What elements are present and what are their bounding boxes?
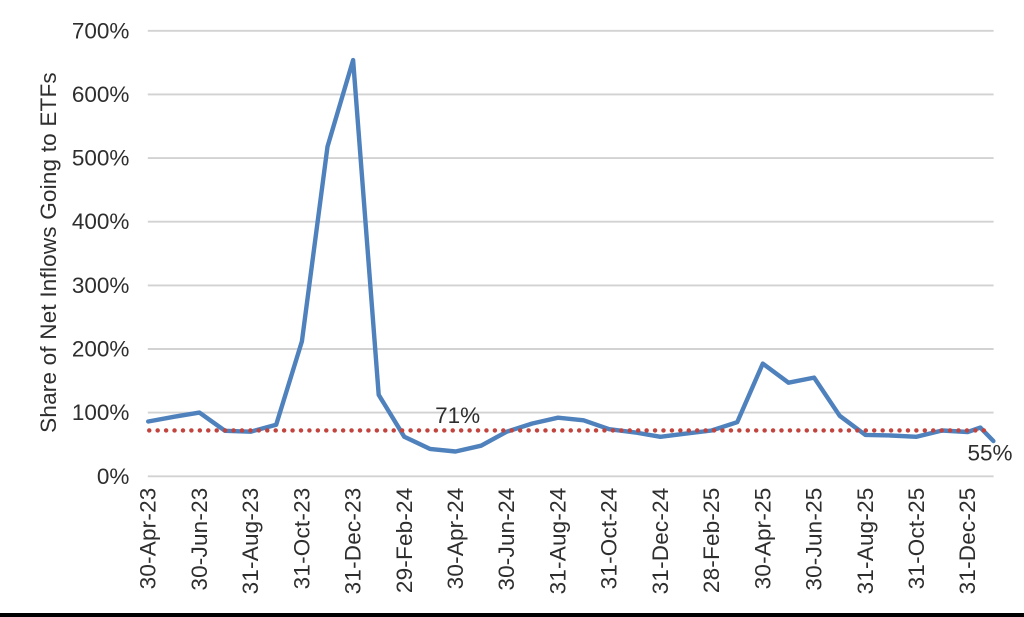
svg-text:30-Apr-23: 30-Apr-23 bbox=[136, 488, 161, 590]
svg-text:31-Oct-24: 31-Oct-24 bbox=[597, 488, 622, 590]
svg-text:28-Feb-25: 28-Feb-25 bbox=[699, 488, 724, 594]
svg-text:0%: 0% bbox=[97, 464, 130, 489]
svg-text:600%: 600% bbox=[72, 82, 130, 107]
svg-text:30-Apr-24: 30-Apr-24 bbox=[443, 488, 468, 590]
svg-text:31-Dec-23: 31-Dec-23 bbox=[341, 488, 366, 595]
svg-text:30-Jun-24: 30-Jun-24 bbox=[494, 488, 519, 591]
svg-text:700%: 700% bbox=[72, 18, 130, 43]
svg-text:31-Dec-25: 31-Dec-25 bbox=[955, 488, 980, 595]
svg-text:31-Aug-25: 31-Aug-25 bbox=[853, 488, 878, 595]
svg-text:71%: 71% bbox=[435, 403, 480, 428]
svg-text:31-Dec-24: 31-Dec-24 bbox=[648, 488, 673, 595]
svg-text:30-Jun-25: 30-Jun-25 bbox=[802, 488, 827, 591]
svg-text:Share of Net Inflows Going to: Share of Net Inflows Going to ETFs bbox=[36, 72, 61, 433]
svg-text:30-Apr-25: 30-Apr-25 bbox=[750, 488, 775, 590]
svg-text:31-Oct-23: 31-Oct-23 bbox=[289, 488, 314, 590]
svg-text:30-Jun-23: 30-Jun-23 bbox=[187, 488, 212, 591]
svg-text:31-Aug-24: 31-Aug-24 bbox=[546, 488, 571, 595]
svg-text:100%: 100% bbox=[72, 400, 130, 425]
svg-text:200%: 200% bbox=[72, 337, 130, 362]
svg-text:300%: 300% bbox=[72, 273, 130, 298]
svg-text:55%: 55% bbox=[967, 441, 1012, 466]
svg-text:29-Feb-24: 29-Feb-24 bbox=[392, 488, 417, 594]
svg-text:400%: 400% bbox=[72, 209, 130, 234]
svg-text:500%: 500% bbox=[72, 146, 130, 171]
svg-text:31-Oct-25: 31-Oct-25 bbox=[904, 488, 929, 590]
svg-text:31-Aug-23: 31-Aug-23 bbox=[238, 488, 263, 595]
